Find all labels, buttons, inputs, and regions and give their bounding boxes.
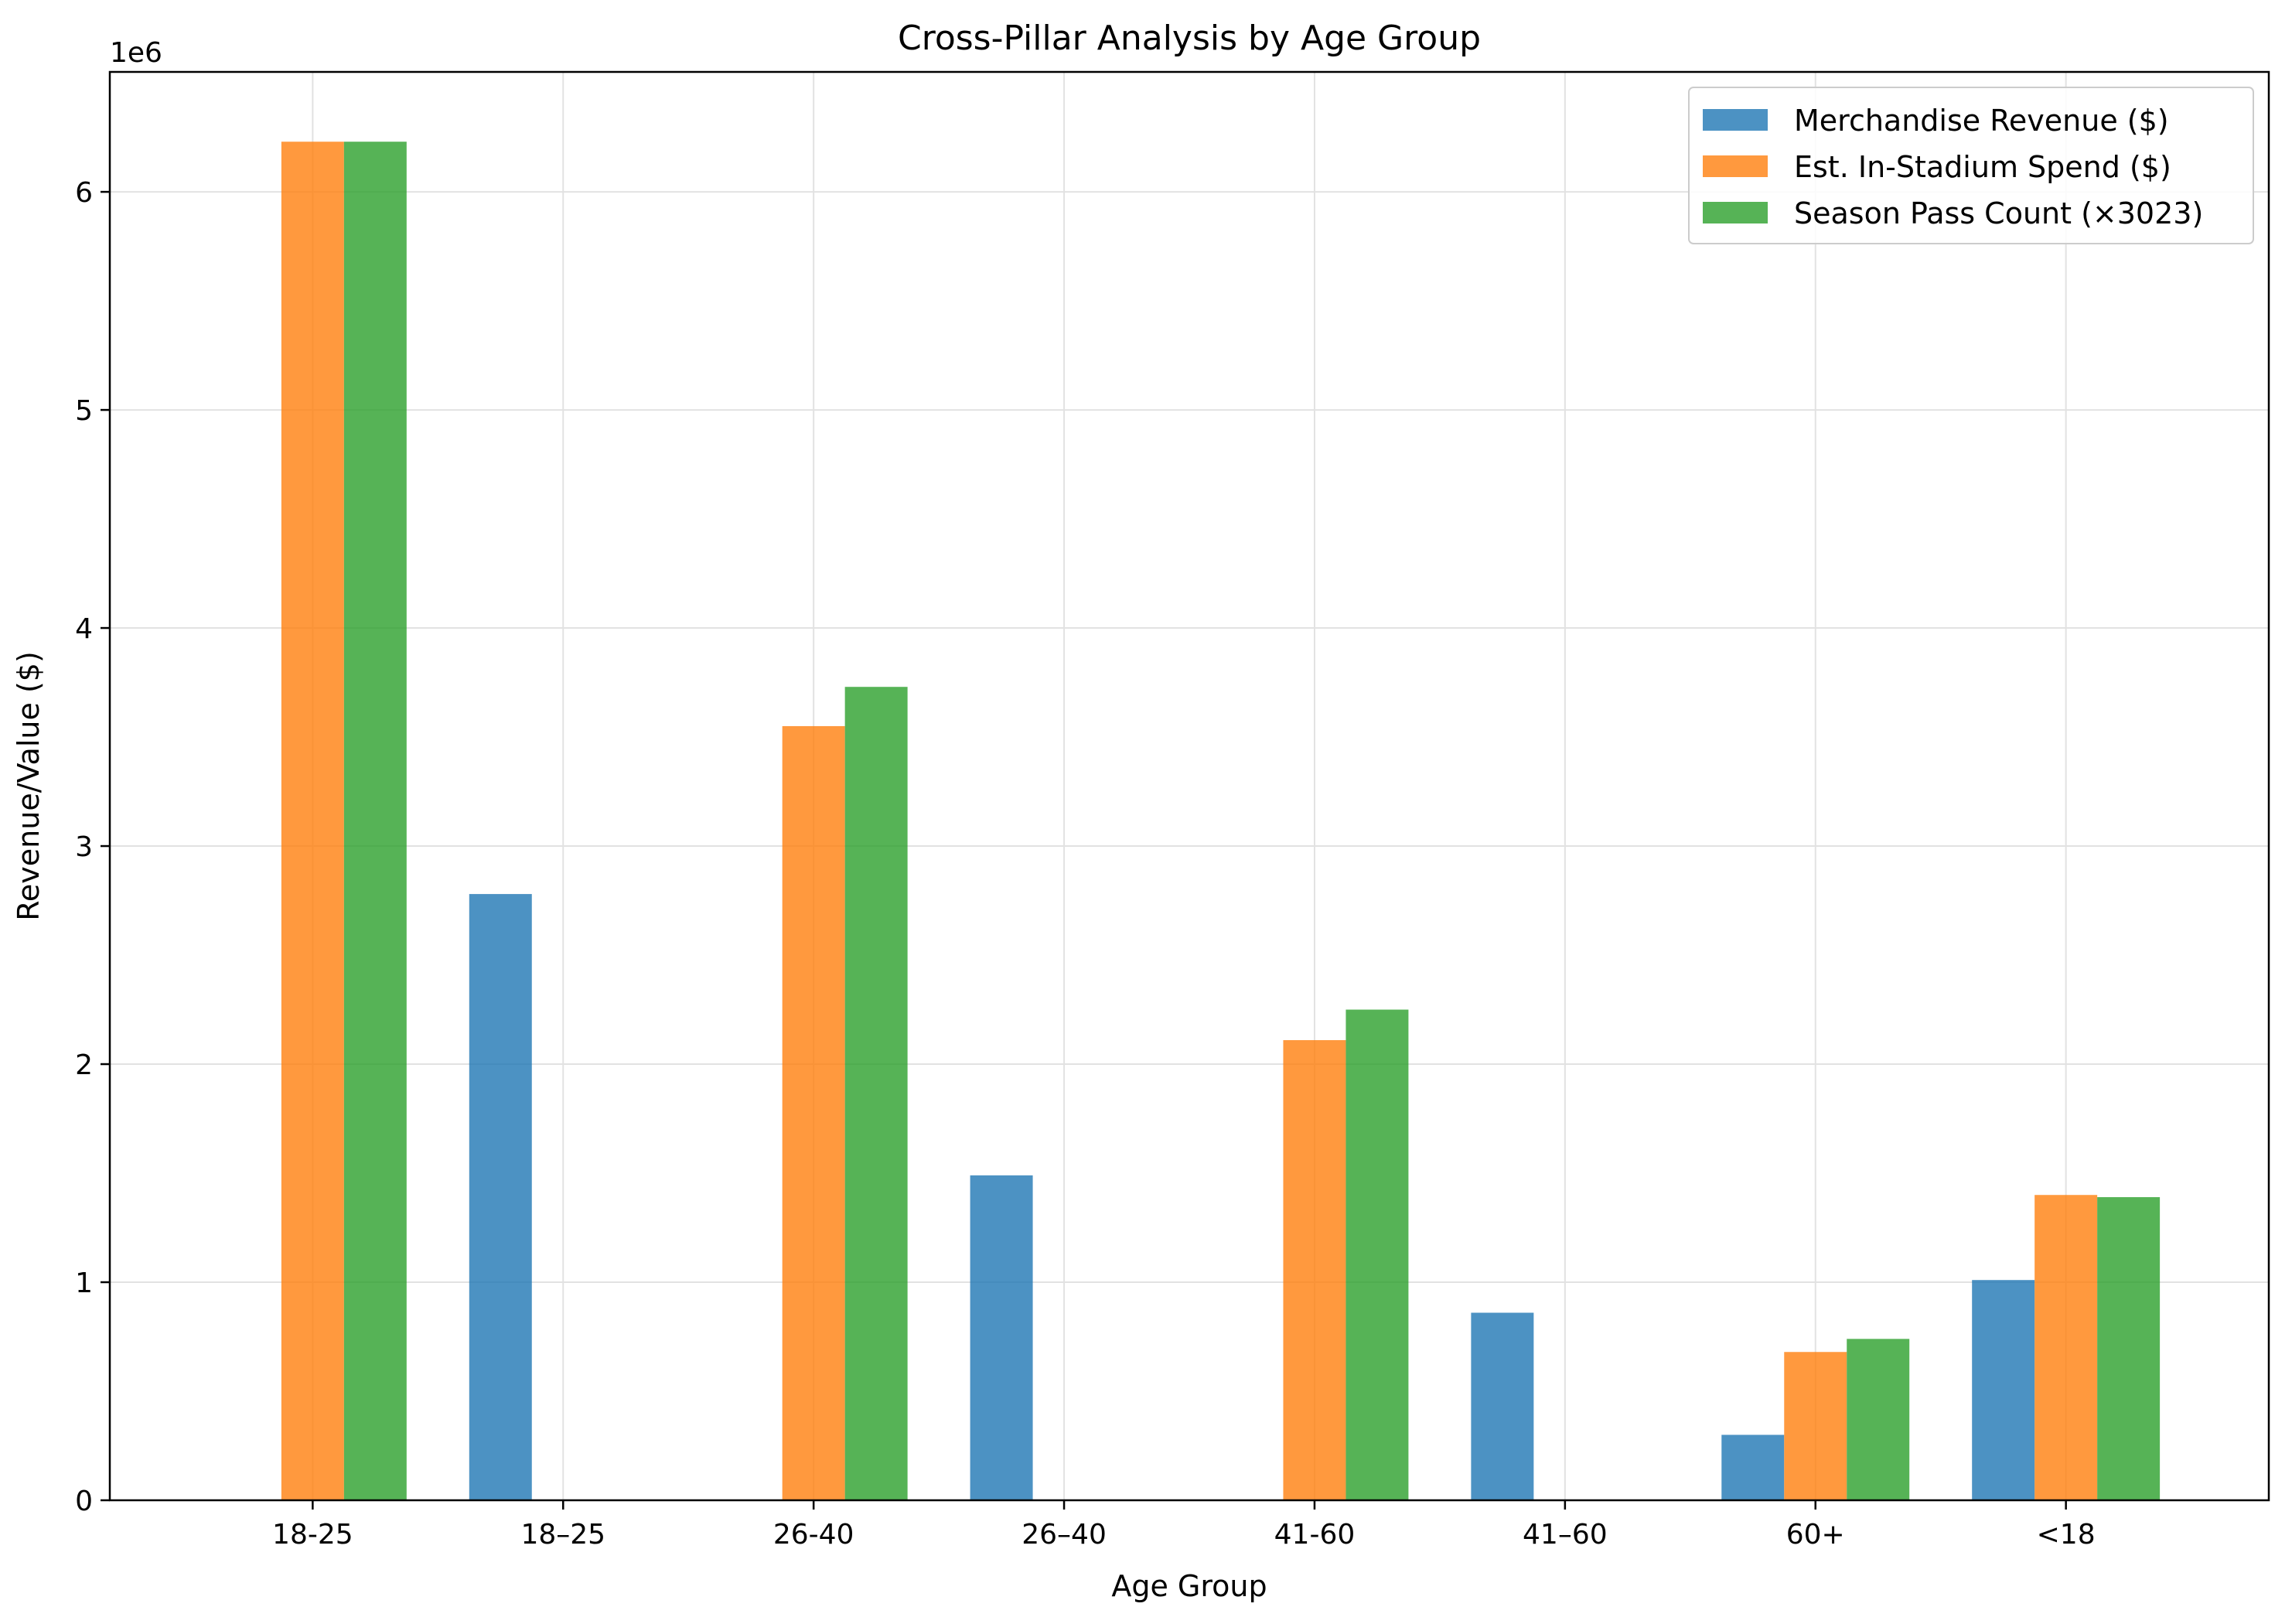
chart-title: Cross-Pillar Analysis by Age Group bbox=[898, 19, 1481, 58]
x-tick-label: 26–40 bbox=[1022, 1519, 1107, 1551]
legend-swatch bbox=[1703, 109, 1768, 131]
bar bbox=[1721, 1435, 1785, 1500]
bar bbox=[1471, 1312, 1534, 1500]
bar bbox=[970, 1175, 1033, 1500]
bar bbox=[1283, 1040, 1346, 1500]
bar bbox=[1847, 1339, 1910, 1500]
y-axis-offset-label: 1e6 bbox=[110, 37, 162, 69]
legend-entry-label: Merchandise Revenue ($) bbox=[1794, 104, 2169, 138]
x-tick-label: 41–60 bbox=[1523, 1519, 1608, 1551]
legend-swatch bbox=[1703, 155, 1768, 177]
y-tick-label: 6 bbox=[75, 177, 93, 209]
plot-frame bbox=[108, 70, 2270, 1502]
bar bbox=[2034, 1195, 2098, 1500]
bar bbox=[1784, 1352, 1847, 1500]
bar bbox=[281, 142, 344, 1500]
x-tick-label: 26-40 bbox=[773, 1519, 854, 1551]
y-tick-label: 1 bbox=[75, 1267, 93, 1299]
legend: Merchandise Revenue ($) Est. In-Stadium S… bbox=[1688, 87, 2254, 244]
y-tick-label: 3 bbox=[75, 831, 93, 863]
legend-entry-label: Est. In-Stadium Spend ($) bbox=[1794, 150, 2171, 184]
bar bbox=[782, 725, 845, 1500]
legend-entry-label: Season Pass Count (×3023) bbox=[1794, 196, 2203, 230]
y-axis-label: Revenue/Value ($) bbox=[12, 651, 46, 921]
y-tick-label: 4 bbox=[75, 613, 93, 645]
bar bbox=[844, 687, 908, 1500]
legend-box bbox=[1688, 87, 2254, 244]
legend-swatch bbox=[1703, 202, 1768, 223]
x-tick-label: <18 bbox=[2037, 1519, 2096, 1551]
bars bbox=[281, 142, 2161, 1500]
x-tick-label: 18–25 bbox=[520, 1519, 605, 1551]
y-tick-label: 5 bbox=[75, 395, 93, 427]
x-tick-label: 18-25 bbox=[272, 1519, 353, 1551]
bar bbox=[1346, 1009, 1409, 1500]
bar bbox=[2097, 1197, 2161, 1500]
x-tick-label: 60+ bbox=[1786, 1519, 1845, 1551]
y-tick-label: 0 bbox=[75, 1486, 93, 1517]
y-tick-label: 2 bbox=[75, 1049, 93, 1081]
axes: 0 1 2 3 4 5 6 18-25 18–25 26-40 26–40 41-60 41–60 60+… bbox=[75, 70, 2270, 1551]
x-axis-label: Age Group bbox=[1111, 1569, 1267, 1603]
bar bbox=[1972, 1280, 2035, 1500]
bar bbox=[469, 894, 532, 1500]
bar bbox=[343, 142, 407, 1500]
x-tick-label: 41-60 bbox=[1274, 1519, 1356, 1551]
